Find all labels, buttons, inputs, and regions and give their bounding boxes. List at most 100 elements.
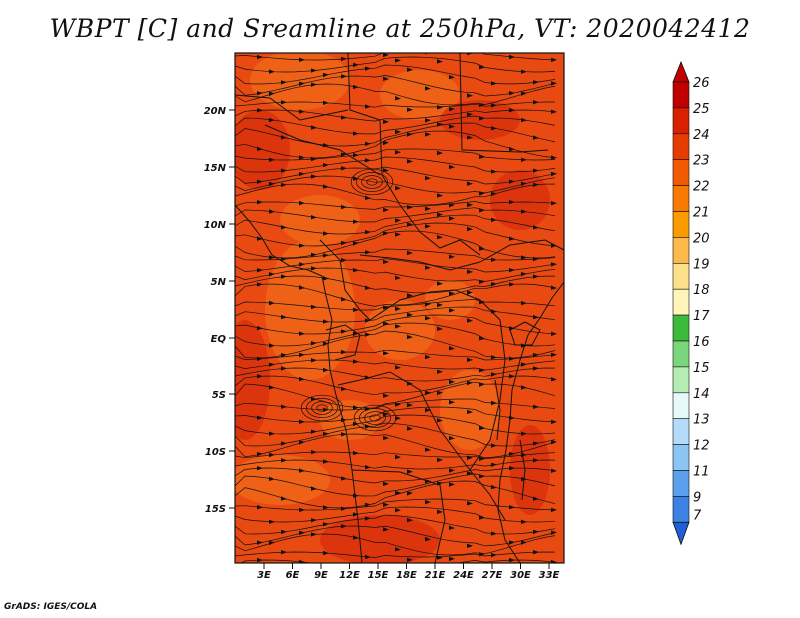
streamline-arrow [341,56,347,62]
streamline-arrow [341,432,347,437]
border-sahel [235,94,349,121]
streamline-arrow [365,465,371,470]
streamline-arrow [257,91,263,96]
streamline-arrow [533,529,539,535]
lon-tick-label: 24E [453,570,474,581]
streamline-arrow [323,459,329,464]
streamline-arrow [491,400,497,406]
streamline-arrow [269,431,275,436]
streamline-arrow [323,550,329,556]
streamline-arrow [257,325,263,331]
streamline [235,275,555,294]
streamline-arrow [491,443,497,448]
country-borders [235,53,564,563]
streamline-arrow [383,53,389,58]
streamline-arrow [341,240,347,246]
streamline-arrow [533,168,539,173]
streamline-arrow [299,200,305,206]
streamline [235,506,556,523]
streamline-arrow [311,304,317,310]
streamline-arrow [533,441,539,446]
streamline [235,248,556,261]
field-patch [510,425,550,515]
streamline-arrow [521,157,527,162]
streamline-arrow [257,356,263,361]
streamline-arrow [281,529,287,535]
wbpt-field [235,53,564,563]
streamline-arrow [551,81,557,86]
streamline-arrow [353,84,359,90]
streamline-arrow [491,531,497,536]
streamline-arrow [341,329,347,334]
streamline-arrow [491,282,497,287]
streamline-arrow [437,234,443,240]
streamline-arrow [509,356,515,361]
streamline-arrow [269,181,275,187]
streamline-arrow [479,246,485,251]
streamline-arrow [257,200,263,205]
colorbar-swatch [672,262,690,290]
streamline-arrow [491,484,497,490]
streamline [235,359,556,371]
streamline [235,56,556,73]
streamline-arrow [509,540,515,545]
grads-credit: GrADS: IGES/COLA [4,602,98,612]
streamline-arrow [479,515,485,520]
streamline-arrow [407,205,413,210]
streamline-arrow [311,486,317,491]
border-libya-chad [347,53,383,176]
streamline-arrow [395,547,401,552]
streamline-arrow [353,153,359,158]
coastline-west [235,204,363,563]
streamline-arrow [311,429,317,434]
streamline-arrow [299,352,305,358]
colorbar-swatch [672,418,690,445]
streamline-arrow [551,285,557,290]
streamline-arrow [491,169,497,174]
streamline-arrow [407,426,413,431]
streamline-arrow [311,82,317,87]
streamline-arrow [551,109,557,114]
vortex-ring [359,408,391,428]
lon-tick-label: 9E [314,570,328,581]
streamline-arrow [299,285,305,290]
streamline-arrow [257,415,263,420]
streamline [235,314,556,335]
streamline-arrow [449,164,455,170]
streamline-arrow [323,163,329,168]
streamline-arrow [425,408,431,413]
streamline-arrow [395,306,401,312]
streamline-arrow [509,282,515,287]
vortex-ring [300,394,344,422]
streamline-arrow [425,206,431,211]
streamline-arrow [407,517,413,523]
streamline-arrow [299,559,305,563]
streamline-arrow [281,168,287,173]
streamline-arrow [437,193,443,198]
streamline-arrow [551,201,557,206]
streamline-arrow [425,499,431,505]
streamline-arrow [551,559,557,563]
border-gabon [325,324,361,361]
streamline-arrow [323,522,329,527]
streamline-arrow [257,54,263,60]
streamline-arrow [521,272,527,277]
field-patch [235,320,270,440]
streamline-arrow [299,155,305,160]
streamline [235,83,556,106]
streamline [235,551,556,558]
streamline-arrow [533,135,539,140]
streamline-arrow [533,274,539,279]
colorbar-label: 21 [693,206,710,221]
streamline [235,122,556,147]
streamline-arrow [281,135,287,140]
streamline-arrow [341,476,347,481]
streamline [235,533,556,556]
streamline [235,53,556,61]
streamline-arrow [407,312,413,318]
streamline-arrow [341,115,347,120]
vortex-ring [306,398,338,418]
streamline-arrow [407,334,413,340]
streamline-arrow [467,181,473,186]
